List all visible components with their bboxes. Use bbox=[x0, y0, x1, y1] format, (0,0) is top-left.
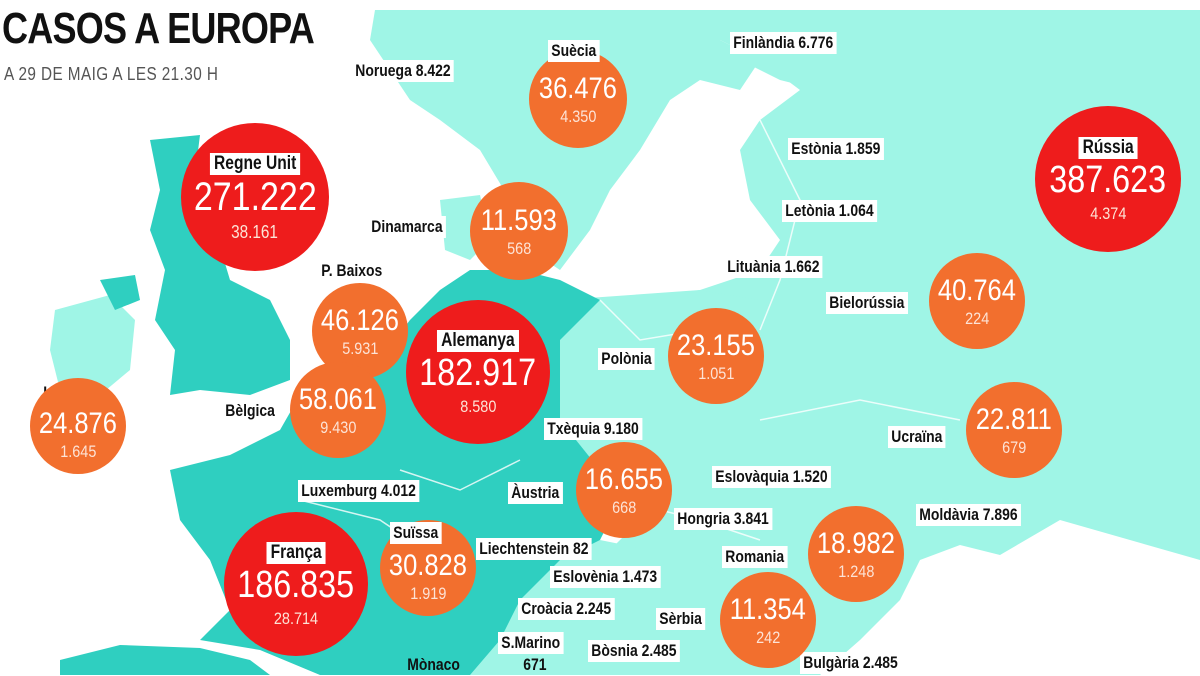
bubble-austria: 16.655 668 bbox=[576, 442, 672, 538]
deaths-value: 1.919 bbox=[409, 583, 447, 603]
label-monaco: Mònaco bbox=[407, 655, 460, 674]
bubble-ucraina: 22.811 679 bbox=[966, 382, 1062, 478]
cases-value: 387.623 bbox=[1049, 158, 1167, 201]
deaths-value: 1.248 bbox=[837, 561, 875, 581]
label-hongria: Hongria 3.841 bbox=[674, 508, 772, 530]
cases-value: 58.061 bbox=[298, 382, 377, 416]
cases-value: 182.917 bbox=[419, 351, 537, 394]
deaths-value: 1.051 bbox=[697, 363, 735, 383]
cases-value: 186.835 bbox=[237, 563, 355, 606]
deaths-value: 1.645 bbox=[59, 441, 97, 461]
country-name: França bbox=[266, 541, 326, 564]
label-p-baixos: P. Baixos bbox=[321, 261, 383, 280]
bubble-russia: Rússia 387.623 4.374 bbox=[1035, 106, 1181, 252]
bubble-regne-unit: Regne Unit 271.222 38.161 bbox=[181, 123, 329, 271]
label-austria: Àustria bbox=[508, 482, 563, 504]
cases-value: 271.222 bbox=[193, 175, 317, 219]
cases-value: 22.811 bbox=[975, 402, 1053, 436]
bubble-dinamarca: 11.593 568 bbox=[470, 182, 568, 280]
label-belgica: Bèlgica bbox=[222, 400, 279, 422]
cases-value: 24.876 bbox=[38, 406, 117, 440]
label-bielorussia: Bielorússia bbox=[826, 292, 908, 314]
land-n-ireland bbox=[100, 275, 140, 310]
label-polonia: Polònia bbox=[598, 348, 655, 370]
label-noruega: Noruega 8.422 bbox=[352, 60, 454, 82]
label-txequia: Txèquia 9.180 bbox=[544, 418, 643, 440]
deaths-value: 568 bbox=[506, 238, 532, 258]
country-name: Rússia bbox=[1078, 136, 1138, 159]
bubble-romania: 18.982 1.248 bbox=[808, 506, 904, 602]
label-ucraina: Ucraïna bbox=[888, 426, 946, 448]
deaths-value: 4.374 bbox=[1089, 203, 1127, 223]
label-estonia: Estònia 1.859 bbox=[788, 138, 884, 160]
label-letonia: Letònia 1.064 bbox=[782, 200, 877, 222]
deaths-value: 224 bbox=[964, 308, 990, 328]
label-eslovenia: Eslovènia 1.473 bbox=[550, 566, 661, 588]
cases-value: 30.828 bbox=[388, 548, 467, 582]
bubble-alemanya: Alemanya 182.917 8.580 bbox=[406, 300, 550, 444]
label-suissa: Suïssa bbox=[390, 522, 442, 544]
label-s-marino-value: 671 bbox=[523, 655, 547, 674]
label-finlandia: Finlàndia 6.776 bbox=[730, 32, 837, 54]
label-s-marino: S.Marino bbox=[498, 632, 564, 654]
land-iberia bbox=[60, 645, 270, 675]
bubble-suecia: 36.476 4.350 bbox=[529, 50, 627, 148]
label-suecia: Suècia bbox=[548, 40, 600, 62]
label-bulgaria: Bulgària 2.485 bbox=[800, 652, 902, 674]
bubble-irlanda: 24.876 1.645 bbox=[30, 378, 126, 474]
cases-value: 11.354 bbox=[729, 592, 807, 626]
label-dinamarca: Dinamarca bbox=[368, 216, 446, 238]
cases-value: 11.593 bbox=[480, 203, 558, 237]
deaths-value: 28.714 bbox=[273, 608, 319, 628]
bubble-serbia: 11.354 242 bbox=[720, 572, 816, 668]
deaths-value: 38.161 bbox=[231, 222, 279, 242]
bubble-bielorussia: 40.764 224 bbox=[929, 253, 1025, 349]
label-liechtenstein: Liechtenstein 82 bbox=[476, 538, 592, 560]
bubble-polonia: 23.155 1.051 bbox=[668, 308, 764, 404]
deaths-value: 9.430 bbox=[319, 417, 357, 437]
label-lituania: Lituània 1.662 bbox=[724, 256, 823, 278]
label-croacia: Croàcia 2.245 bbox=[518, 598, 615, 620]
label-moldavia: Moldàvia 7.896 bbox=[916, 504, 1021, 526]
bubble-franca: França 186.835 28.714 bbox=[224, 512, 368, 656]
cases-value: 23.155 bbox=[676, 328, 755, 362]
deaths-value: 679 bbox=[1001, 437, 1027, 457]
label-romania: Romania bbox=[722, 546, 788, 568]
deaths-value: 5.931 bbox=[341, 338, 379, 358]
deaths-value: 668 bbox=[611, 497, 637, 517]
country-name: Alemanya bbox=[437, 329, 519, 352]
cases-value: 46.126 bbox=[320, 303, 399, 337]
label-serbia: Sèrbia bbox=[656, 608, 706, 630]
deaths-value: 242 bbox=[755, 627, 781, 647]
label-luxemburg: Luxemburg 4.012 bbox=[298, 480, 420, 502]
deaths-value: 4.350 bbox=[559, 106, 597, 126]
page-subtitle: A 29 DE MAIG A LES 21.30 H bbox=[4, 64, 219, 84]
page-title: CASOS A EUROPA bbox=[2, 4, 315, 53]
deaths-value: 8.580 bbox=[459, 396, 497, 416]
cases-value: 16.655 bbox=[584, 462, 663, 496]
label-eslovaquia: Eslovàquia 1.520 bbox=[712, 466, 831, 488]
cases-value: 40.764 bbox=[937, 273, 1016, 307]
cases-value: 18.982 bbox=[816, 526, 895, 560]
land-ireland bbox=[50, 295, 135, 395]
cases-value: 36.476 bbox=[538, 71, 617, 105]
label-bosnia: Bòsnia 2.485 bbox=[588, 640, 680, 662]
country-name: Regne Unit bbox=[209, 153, 301, 175]
bubble-belgica: 58.061 9.430 bbox=[290, 362, 386, 458]
